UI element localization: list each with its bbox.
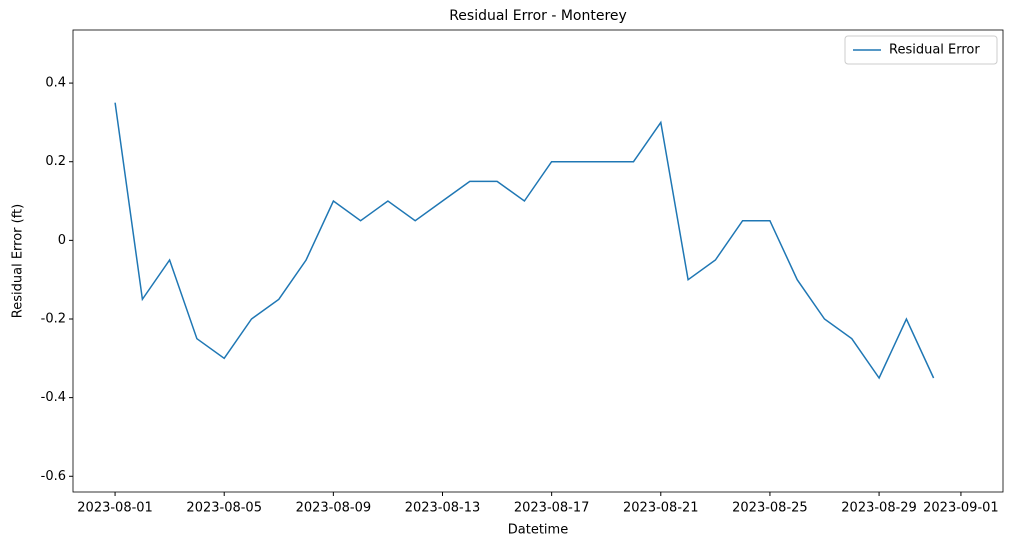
x-tick-label: 2023-08-05	[186, 501, 262, 516]
x-tick-label: 2023-09-01	[923, 501, 999, 516]
x-tick-label: 2023-08-09	[296, 501, 372, 516]
y-tick-label: 0	[58, 233, 66, 248]
y-tick-label: 0.4	[45, 76, 66, 91]
y-tick-label: -0.2	[41, 311, 66, 326]
y-tick-label: -0.6	[41, 469, 66, 484]
chart-title: Residual Error - Monterey	[449, 8, 627, 24]
x-tick-label: 2023-08-01	[77, 501, 153, 516]
legend-box	[844, 35, 998, 65]
x-tick-label: 2023-08-13	[405, 501, 481, 516]
y-tick-label: -0.4	[41, 390, 66, 405]
x-tick-label: 2023-08-25	[732, 501, 808, 516]
y-axis-label: Residual Error (ft)	[11, 204, 26, 318]
x-tick-label: 2023-08-29	[841, 501, 917, 516]
x-tick-label: 2023-08-17	[514, 501, 590, 516]
y-tick-label: 0.2	[45, 154, 66, 169]
x-tick-label: 2023-08-21	[623, 501, 699, 516]
line-series	[114, 102, 935, 380]
x-axis-label: Datetime	[508, 523, 568, 538]
plot-frame	[72, 29, 1004, 493]
legend-label: Residual Error	[889, 43, 980, 58]
